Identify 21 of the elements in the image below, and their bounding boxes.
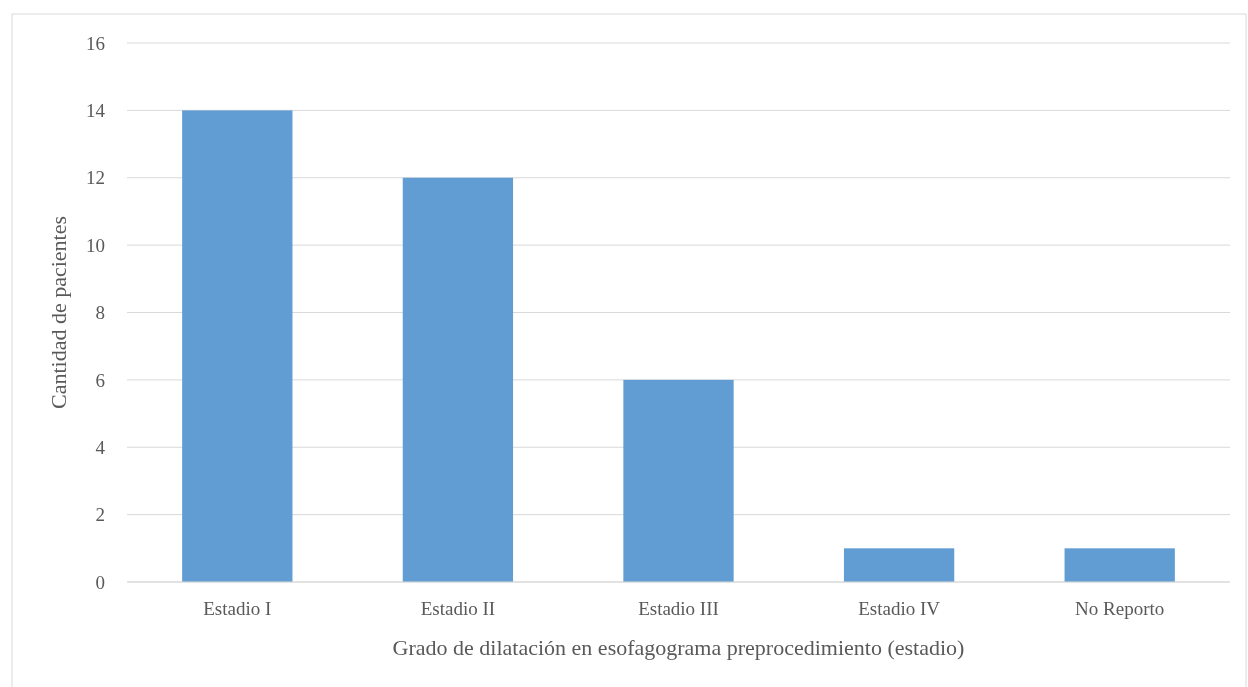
bar [1064,548,1175,582]
x-tick-label: Estadio I [203,598,272,619]
y-tick-label: 4 [95,436,106,458]
y-tick-label: 16 [86,32,105,54]
y-tick-label: 10 [86,234,105,256]
y-tick-label: 6 [95,369,105,391]
x-tick-label: No Reporto [1075,598,1165,619]
y-tick-label: 8 [95,302,105,324]
bar [182,110,293,582]
y-axis-title: Cantidad de pacientes [46,215,71,410]
bar [623,379,734,582]
x-tick-label: Estadio III [638,598,719,619]
y-tick-label: 0 [95,571,105,593]
x-tick-label: Estadio II [420,598,496,619]
y-tick-label: 2 [95,504,105,526]
bar [402,177,514,582]
y-tick-label: 14 [86,100,106,122]
x-axis-title: Grado de dilatación en esofagograma preprocedimiento (estadio) [392,635,965,660]
y-tick-label: 12 [86,167,105,189]
bar [843,548,955,582]
x-tick-label: Estadio IV [858,598,941,619]
